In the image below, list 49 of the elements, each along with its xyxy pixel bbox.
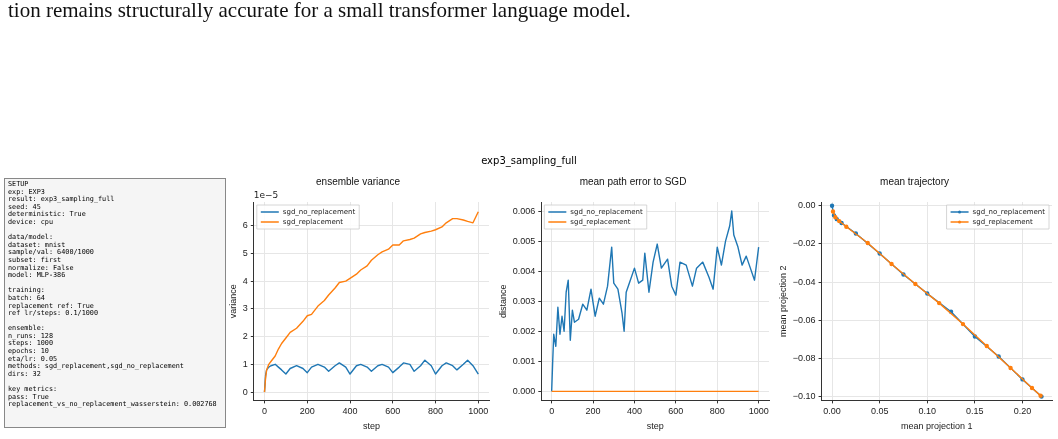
x-axis-title: step <box>362 421 380 432</box>
x-tick-label: 600 <box>668 406 684 417</box>
x-tick-label: 600 <box>385 406 401 417</box>
y-tick-label: 0 <box>242 386 248 397</box>
y-tick-label: 0.004 <box>512 265 536 276</box>
y-tick-label: 0.006 <box>512 205 536 216</box>
x-tick-label: 0.10 <box>918 406 937 417</box>
chart-title: mean trajectory <box>880 175 949 187</box>
y-tick-label: −0.02 <box>792 238 816 249</box>
y-tick-label: −0.08 <box>792 352 816 363</box>
y-tick-label: −0.10 <box>792 391 816 402</box>
x-tick-label: 200 <box>585 406 601 417</box>
x-tick-label: 0.20 <box>1013 406 1032 417</box>
y-tick-label: 4 <box>242 275 248 286</box>
x-tick-label: 0 <box>549 406 555 417</box>
x-tick-label: 0 <box>261 406 267 417</box>
x-tick-label: 400 <box>342 406 358 417</box>
x-tick-label: 0.05 <box>870 406 889 417</box>
text: 1e−5 <box>253 189 279 200</box>
x-tick-label: 1000 <box>468 406 489 417</box>
chart-title: mean path error to SGD <box>579 175 687 187</box>
y-tick-label: 0.00 <box>798 200 816 211</box>
y-tick-label: 3 <box>242 303 248 314</box>
y-tick-label: 2 <box>242 331 248 342</box>
text: exp3_sampling_full <box>480 155 578 166</box>
y-tick-label: −0.06 <box>792 314 816 325</box>
y-tick-label: 0.002 <box>512 325 536 336</box>
y-tick-label: 6 <box>242 220 248 231</box>
x-tick-label: 200 <box>299 406 315 417</box>
x-tick-label: 0.00 <box>823 406 841 417</box>
x-tick-label: 400 <box>626 406 642 417</box>
y-axis-title: variance <box>227 284 238 319</box>
x-axis-title: mean projection 1 <box>901 421 973 432</box>
y-tick-label: 0.003 <box>512 295 536 306</box>
y-axis-title: distance <box>497 284 508 318</box>
x-tick-label: 800 <box>709 406 725 417</box>
y-tick-label: 0.005 <box>512 235 536 246</box>
y-tick-label: −0.04 <box>792 276 816 287</box>
y-tick-label: 1 <box>242 358 248 369</box>
x-tick-label: 800 <box>428 406 444 417</box>
text: tion remains structurally accurate for a small transformer language model. <box>8 0 631 23</box>
x-tick-label: 0.15 <box>966 406 984 417</box>
y-axis-title: mean projection 2 <box>777 265 788 337</box>
chart-title: ensemble variance <box>316 175 401 187</box>
y-tick-label: 0.001 <box>512 355 536 366</box>
x-axis-title: step <box>646 421 664 432</box>
y-tick-label: 0.000 <box>512 385 536 396</box>
x-tick-label: 1000 <box>748 406 769 417</box>
y-tick-label: 5 <box>242 247 248 258</box>
